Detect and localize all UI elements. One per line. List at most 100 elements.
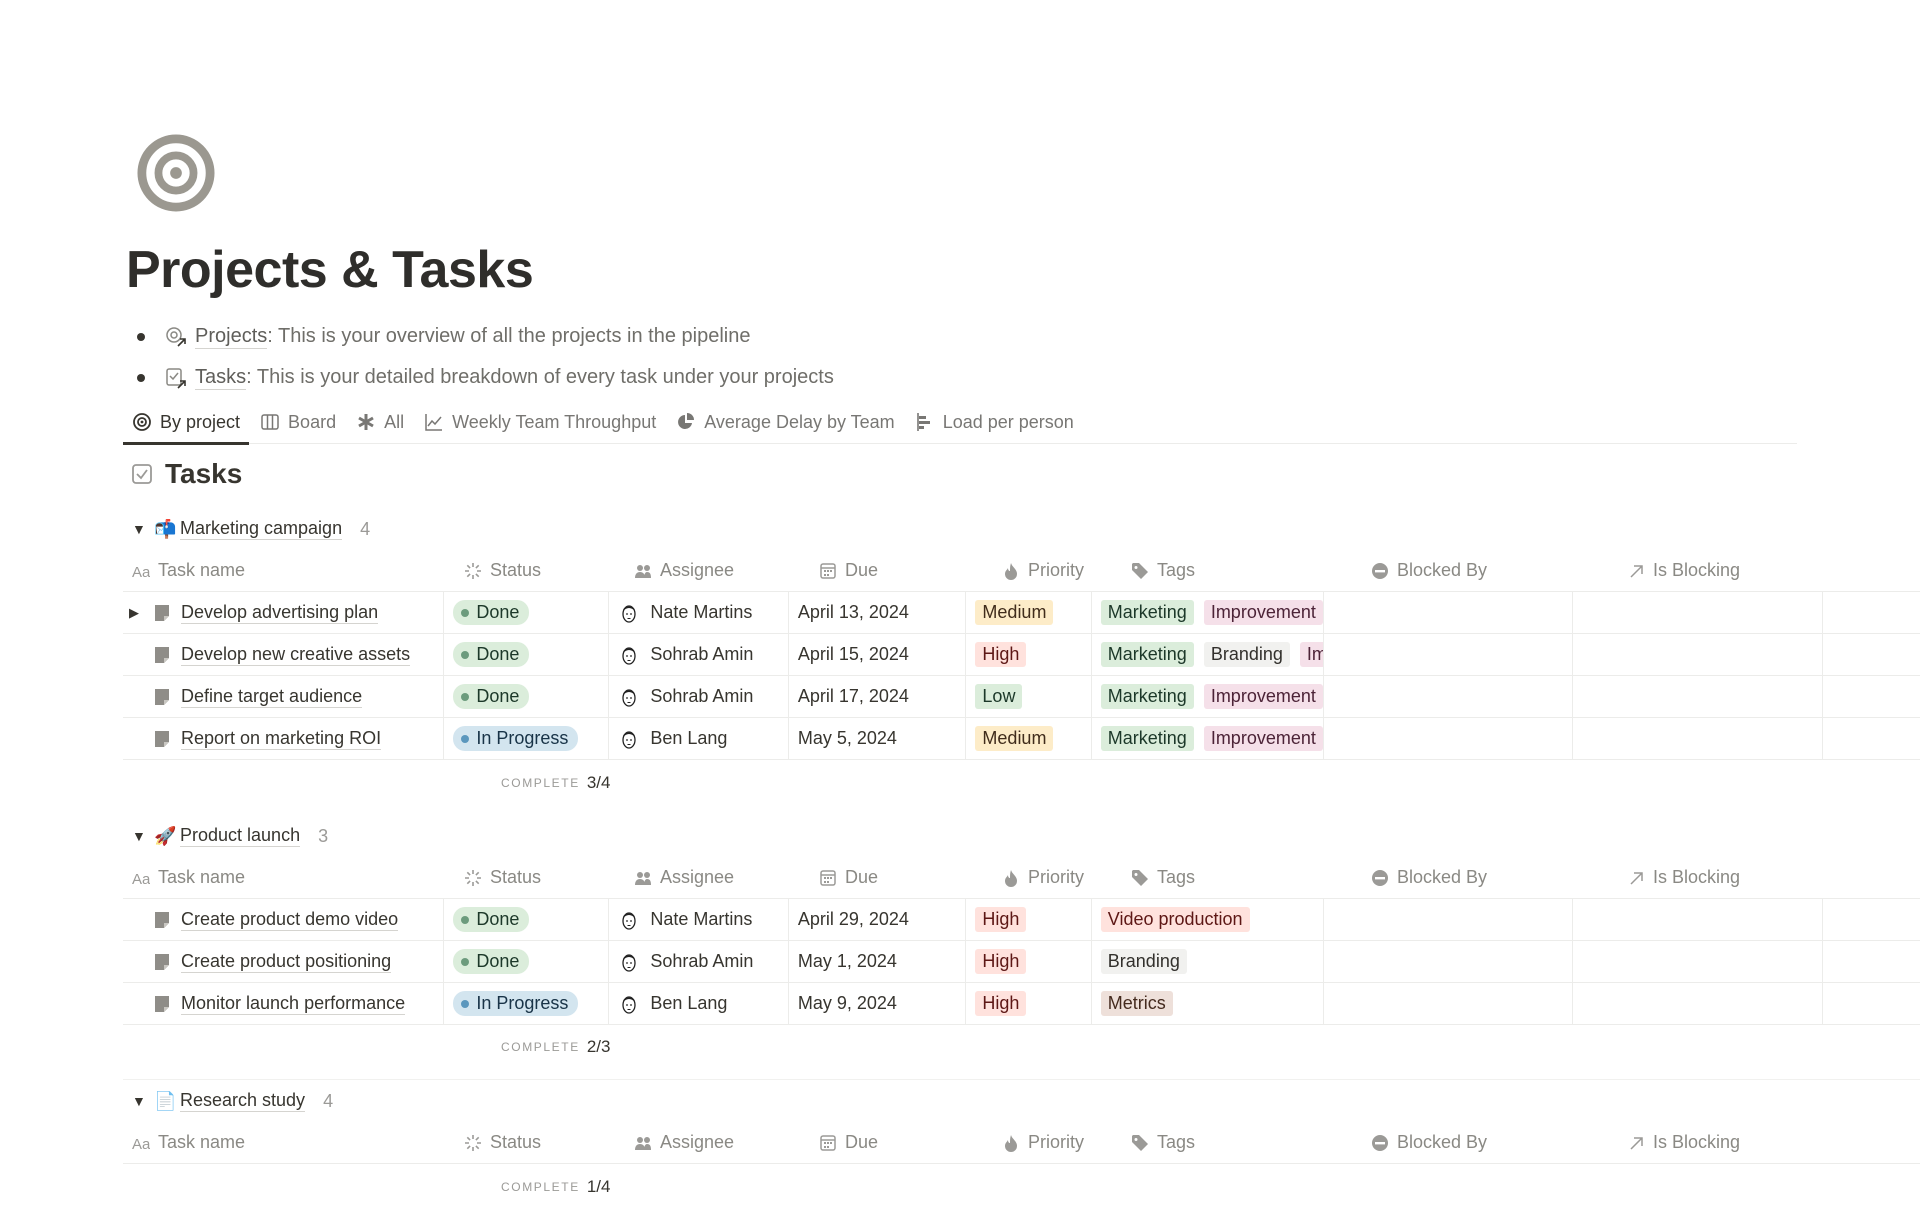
expand-icon[interactable]: ▶ (129, 604, 139, 620)
task-name-cell[interactable]: Create product positioning (123, 941, 445, 982)
blocked-by-cell[interactable] (1324, 676, 1573, 717)
column-header-blocked-by[interactable]: Blocked By (1362, 550, 1618, 591)
assignee-cell[interactable]: Sohrab Amin (609, 634, 789, 675)
column-header-status[interactable]: Status (455, 550, 625, 591)
due-cell[interactable]: May 9, 2024 (789, 983, 967, 1024)
tags-cell[interactable]: Metrics (1092, 983, 1325, 1024)
is-blocking-cell[interactable] (1573, 899, 1823, 940)
database-title[interactable]: Tasks (131, 458, 242, 490)
tags-cell[interactable]: Marketing Improvement (1092, 718, 1325, 759)
status-cell[interactable]: Done (444, 941, 610, 982)
column-header-status[interactable]: Status (455, 857, 625, 898)
column-header-tags[interactable]: Tags (1122, 550, 1362, 591)
column-header-blocked-by[interactable]: Blocked By (1362, 857, 1618, 898)
priority-cell[interactable]: High (966, 899, 1092, 940)
column-header-assignee[interactable]: Assignee (625, 1122, 810, 1163)
is-blocking-cell[interactable] (1573, 941, 1823, 982)
collapse-triangle-icon[interactable]: ▼ (132, 1093, 146, 1109)
assignee-cell[interactable]: Ben Lang (609, 718, 789, 759)
column-header-status[interactable]: Status (455, 1122, 625, 1163)
column-header-is-blocking[interactable]: Is Blocking (1618, 550, 1876, 591)
due-cell[interactable]: May 1, 2024 (789, 941, 967, 982)
blocked-by-cell[interactable] (1324, 592, 1573, 633)
column-header-is-blocking[interactable]: Is Blocking (1618, 1122, 1876, 1163)
task-name[interactable]: Create product positioning (181, 950, 392, 973)
status-cell[interactable]: Done (444, 634, 610, 675)
task-name[interactable]: Develop new creative assets (181, 643, 411, 666)
group-header[interactable]: ▼ 🚀 Product launch 3 (123, 815, 1920, 857)
priority-cell[interactable]: High (966, 634, 1092, 675)
table-row[interactable]: Monitor launch performance In Progress Ben… (123, 983, 1920, 1025)
priority-cell[interactable]: Medium (966, 718, 1092, 759)
assignee-cell[interactable]: Sohrab Amin (609, 941, 789, 982)
column-header-priority[interactable]: Priority (993, 1122, 1122, 1163)
group-name[interactable]: Product launch (180, 825, 301, 847)
tasks-link[interactable]: Tasks (195, 365, 247, 390)
group-header[interactable]: ▼ 📬 Marketing campaign 4 (123, 508, 1920, 550)
task-name[interactable]: Create product demo video (181, 908, 399, 931)
is-blocking-cell[interactable] (1573, 983, 1823, 1024)
blocked-by-cell[interactable] (1324, 718, 1573, 759)
tags-cell[interactable]: Marketing Improvement (1092, 676, 1325, 717)
table-row[interactable]: Develop new creative assets Done Sohrab Am… (123, 634, 1920, 676)
blocked-by-cell[interactable] (1324, 899, 1573, 940)
priority-cell[interactable]: Medium (966, 592, 1092, 633)
column-header-blocked-by[interactable]: Blocked By (1362, 1122, 1618, 1163)
due-cell[interactable]: May 5, 2024 (789, 718, 967, 759)
tab-average-delay-by-team[interactable]: Average Delay by Team (667, 400, 903, 444)
assignee-cell[interactable]: Nate Martins (609, 899, 789, 940)
column-header-is-blocking[interactable]: Is Blocking (1618, 857, 1876, 898)
assignee-cell[interactable]: Sohrab Amin (609, 676, 789, 717)
group-header[interactable]: ▼ 📄 Research study 4 (123, 1080, 1920, 1122)
tab-board[interactable]: Board (251, 400, 345, 444)
tab-weekly-team-throughput[interactable]: Weekly Team Throughput (415, 400, 665, 444)
table-row[interactable]: Define target audience Done Sohrab Amin Apr… (123, 676, 1920, 718)
group-name[interactable]: Marketing campaign (180, 518, 343, 540)
task-name-cell[interactable]: Define target audience (123, 676, 445, 717)
priority-cell[interactable]: High (966, 941, 1092, 982)
assignee-cell[interactable]: Nate Martins (609, 592, 789, 633)
due-cell[interactable]: April 17, 2024 (789, 676, 967, 717)
task-name[interactable]: Report on marketing ROI (181, 727, 382, 750)
column-header-task-name[interactable]: Aa Task name (123, 550, 455, 591)
tags-cell[interactable]: Marketing Improvement (1092, 592, 1325, 633)
table-row[interactable]: Report on marketing ROI In Progress Ben La… (123, 718, 1920, 760)
priority-cell[interactable]: High (966, 983, 1092, 1024)
column-header-priority[interactable]: Priority (993, 857, 1122, 898)
column-header-assignee[interactable]: Assignee (625, 550, 810, 591)
table-row[interactable]: ▶ Develop advertising plan Done Nate Martin… (123, 592, 1920, 634)
column-header-tags[interactable]: Tags (1122, 1122, 1362, 1163)
table-row[interactable]: Create product positioning Done Sohrab Ami… (123, 941, 1920, 983)
column-header-assignee[interactable]: Assignee (625, 857, 810, 898)
column-header-task-name[interactable]: Aa Task name (123, 857, 455, 898)
tags-cell[interactable]: Video production (1092, 899, 1325, 940)
projects-link[interactable]: Projects (195, 324, 268, 349)
task-name-cell[interactable]: Develop new creative assets (123, 634, 445, 675)
assignee-cell[interactable]: Ben Lang (609, 983, 789, 1024)
status-cell[interactable]: In Progress (444, 718, 610, 759)
task-name[interactable]: Monitor launch performance (181, 992, 406, 1015)
status-cell[interactable]: Done (444, 592, 610, 633)
column-header-due[interactable]: Due (810, 857, 993, 898)
blocked-by-cell[interactable] (1324, 983, 1573, 1024)
status-cell[interactable]: Done (444, 899, 610, 940)
due-cell[interactable]: April 13, 2024 (789, 592, 967, 633)
column-header-due[interactable]: Due (810, 550, 993, 591)
is-blocking-cell[interactable] (1573, 592, 1823, 633)
tags-cell[interactable]: Branding (1092, 941, 1325, 982)
due-cell[interactable]: April 29, 2024 (789, 899, 967, 940)
tags-cell[interactable]: Marketing Branding Improvement (1092, 634, 1325, 675)
column-header-due[interactable]: Due (810, 1122, 993, 1163)
collapse-triangle-icon[interactable]: ▼ (132, 521, 146, 537)
tab-all[interactable]: All (347, 400, 413, 444)
is-blocking-cell[interactable] (1573, 718, 1823, 759)
column-header-tags[interactable]: Tags (1122, 857, 1362, 898)
is-blocking-cell[interactable] (1573, 634, 1823, 675)
task-name-cell[interactable]: Create product demo video (123, 899, 445, 940)
status-cell[interactable]: In Progress (444, 983, 610, 1024)
column-header-task-name[interactable]: Aa Task name (123, 1122, 455, 1163)
due-cell[interactable]: April 15, 2024 (789, 634, 967, 675)
task-name[interactable]: Develop advertising plan (181, 601, 379, 624)
group-name[interactable]: Research study (180, 1090, 306, 1112)
tab-load-per-person[interactable]: Load per person (906, 400, 1083, 444)
